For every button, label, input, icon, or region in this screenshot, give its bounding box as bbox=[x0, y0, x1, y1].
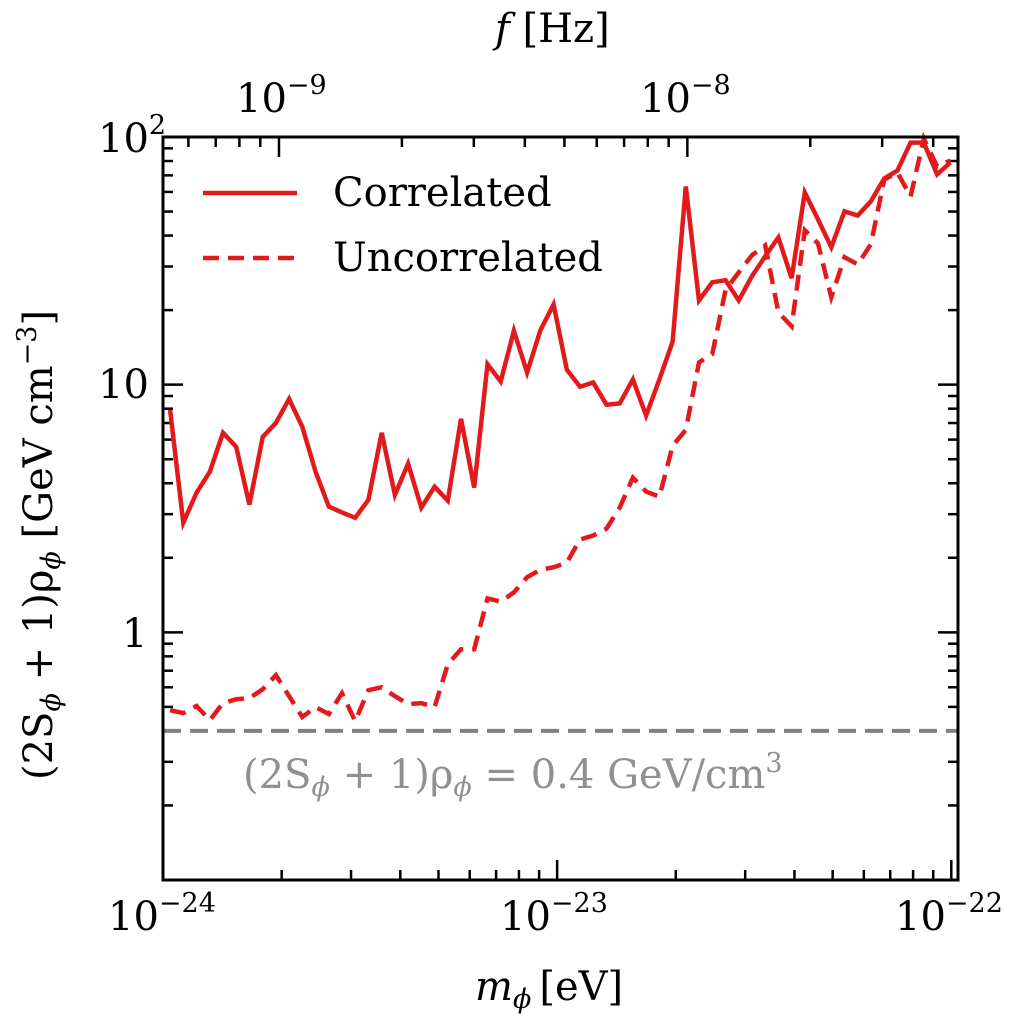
top-tick-labels: 10−9 10−8 bbox=[236, 70, 731, 122]
x-axis-label: mϕ [eV] bbox=[475, 964, 623, 1015]
top-axis-label: f [Hz] bbox=[492, 6, 610, 52]
x-tick-labels: 10−24 10−23 10−22 bbox=[108, 888, 1003, 940]
y-axis-label: (2Sϕ + 1)ρϕ [GeV cm−3] bbox=[12, 310, 67, 780]
legend-label-correlated: Correlated bbox=[333, 170, 552, 216]
y-tick-label: 102 bbox=[98, 110, 166, 162]
legend: Correlated Uncorrelated bbox=[203, 170, 603, 281]
series-correlated-line bbox=[167, 140, 952, 532]
x-tick-label: 10−24 bbox=[108, 888, 216, 940]
x-tick-label: 10−22 bbox=[895, 888, 1003, 940]
y-tick-label: 10 bbox=[98, 362, 149, 408]
y-tick-label: 1 bbox=[122, 611, 147, 657]
y-tick-labels: 1 10 102 bbox=[98, 110, 166, 657]
reference-line-label: (2Sϕ + 1)ρϕ = 0.4 GeV/cm3 bbox=[243, 748, 783, 803]
top-tick-label: 10−8 bbox=[640, 70, 731, 122]
top-tick-label: 10−9 bbox=[236, 70, 327, 122]
x-tick-label: 10−23 bbox=[500, 888, 608, 940]
legend-label-uncorrelated: Uncorrelated bbox=[333, 235, 603, 281]
plot-frame bbox=[161, 135, 960, 882]
series-uncorrelated-line bbox=[169, 131, 952, 727]
